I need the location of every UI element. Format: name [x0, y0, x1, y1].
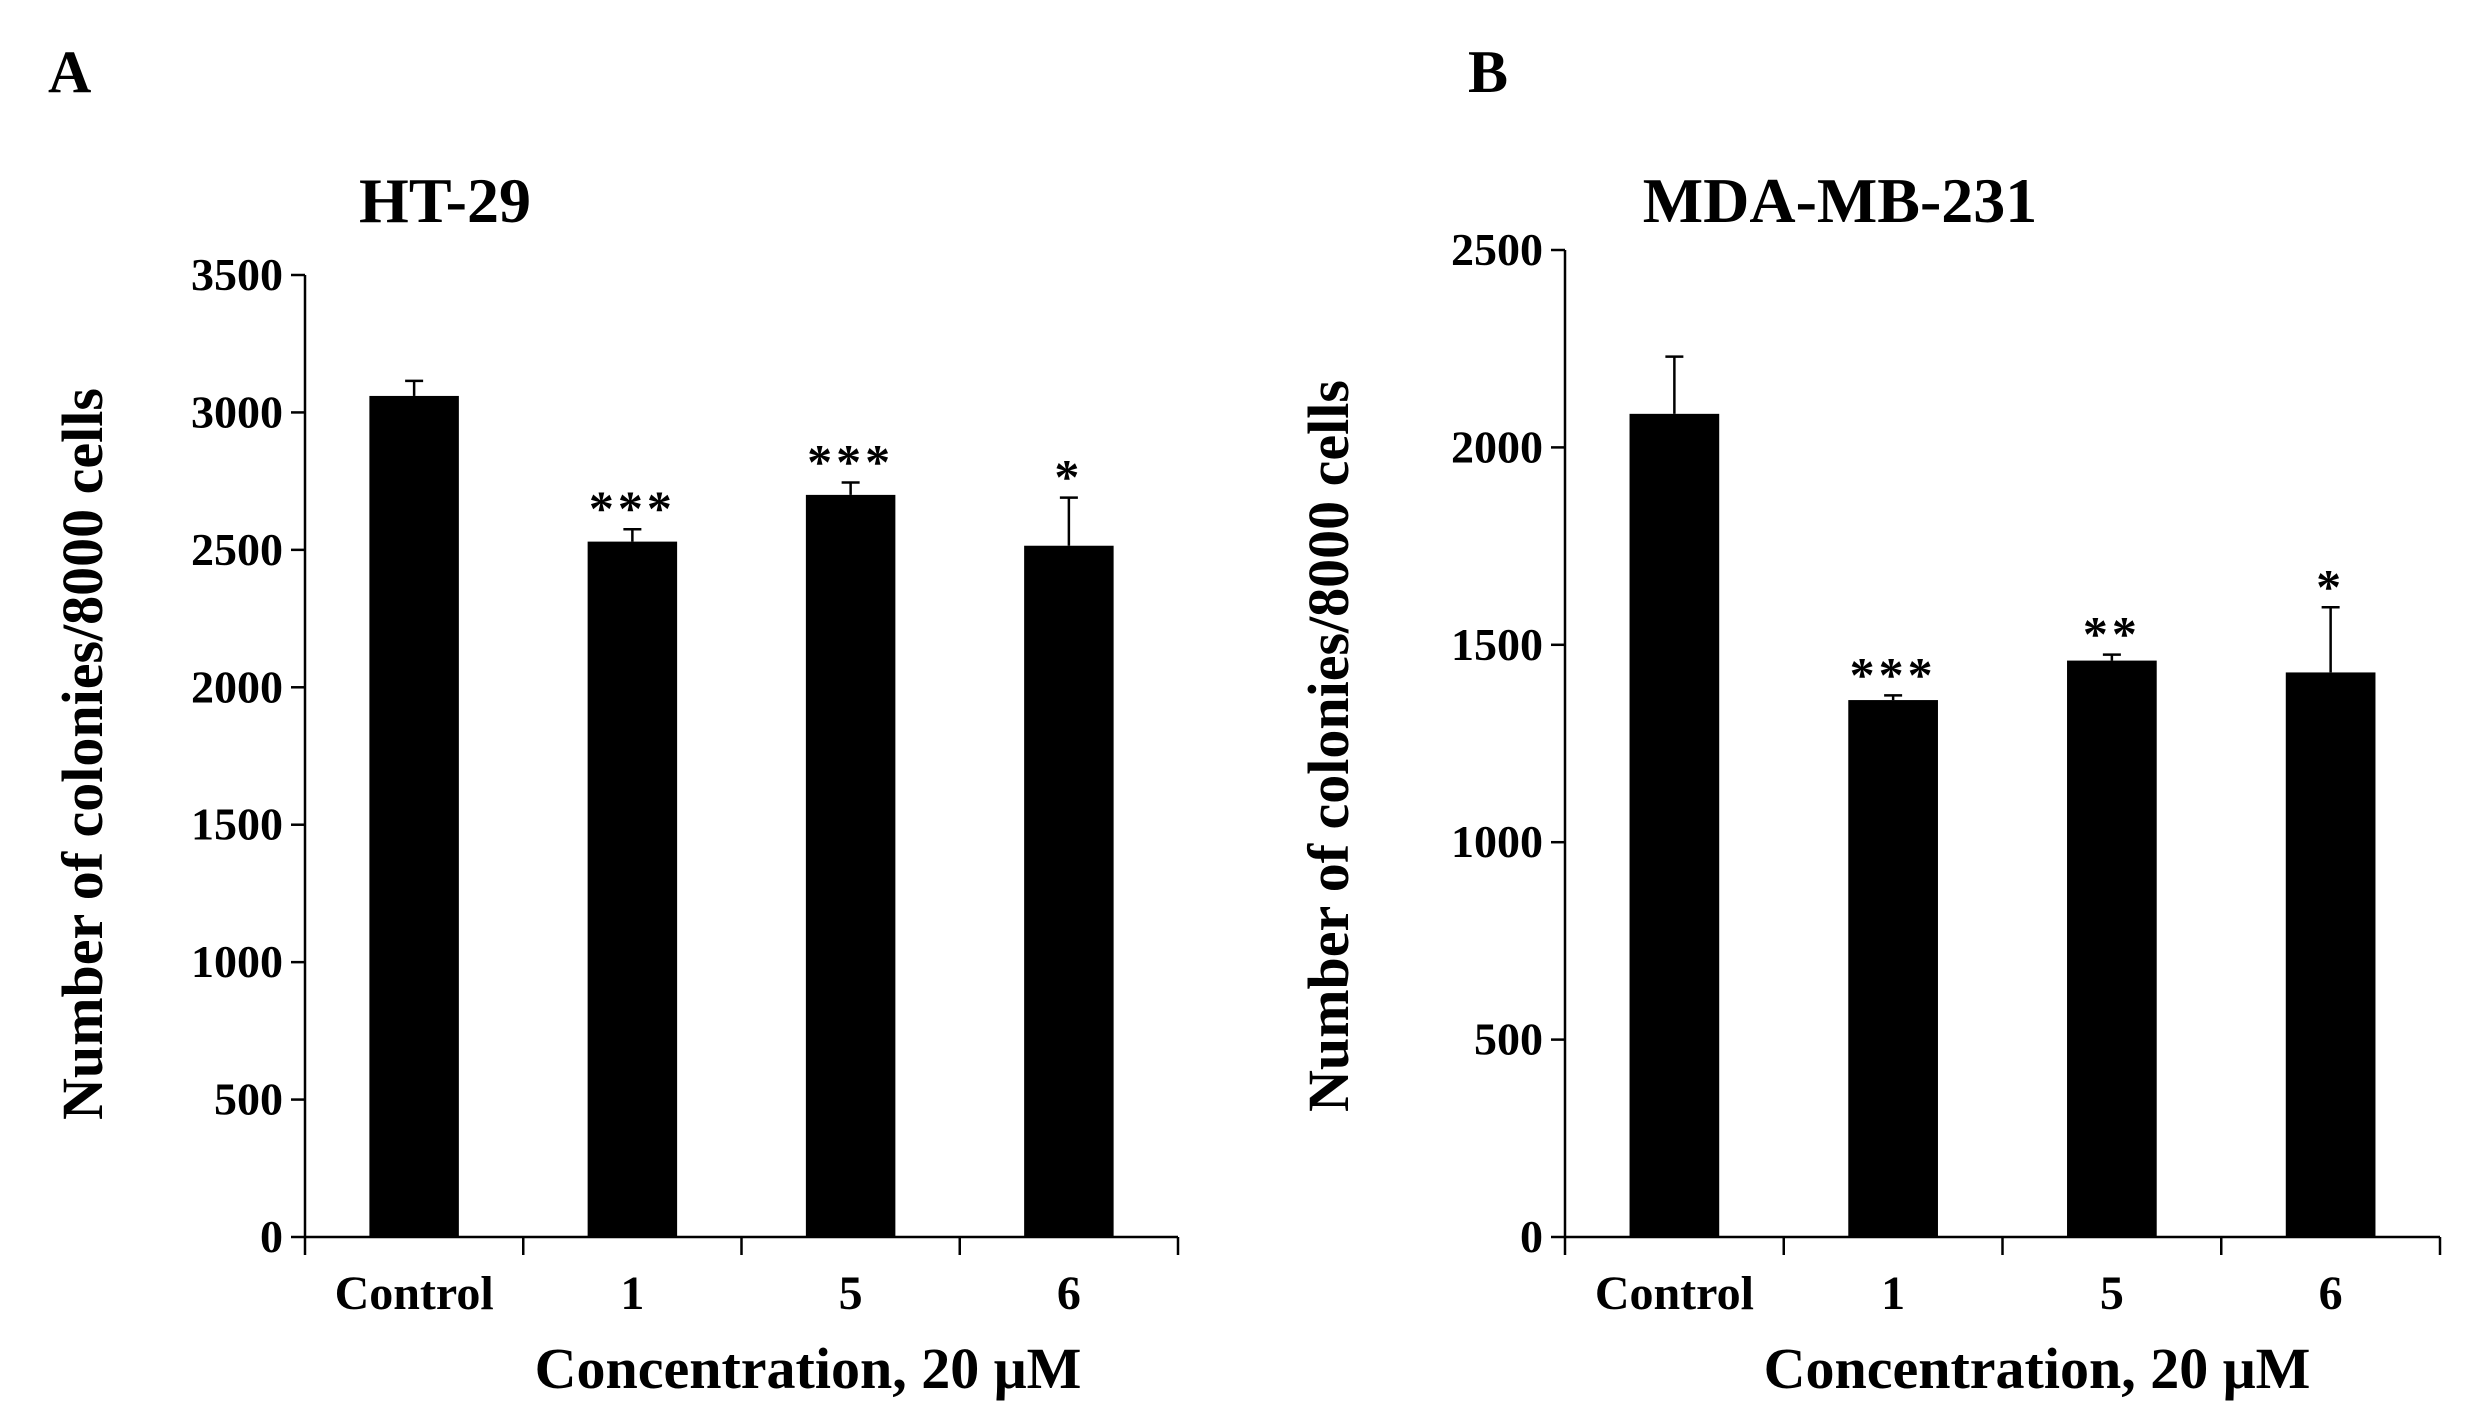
x-tick-label: 6 — [1057, 1267, 1081, 1320]
bar — [1024, 545, 1114, 1237]
y-tick-label: 1000 — [1451, 816, 1543, 867]
panel-letter: A — [48, 39, 91, 105]
y-axis-title: Number of colonies/8000 cells — [1296, 380, 1361, 1112]
y-tick-label: 2000 — [1451, 421, 1543, 472]
x-tick-label: Control — [1595, 1267, 1754, 1320]
bar — [1629, 413, 1720, 1237]
significance-label: ** — [2083, 606, 2141, 662]
x-tick-label: 5 — [839, 1267, 863, 1320]
x-tick-label: Control — [335, 1267, 494, 1320]
significance-label: *** — [1850, 646, 1937, 702]
bar — [369, 395, 459, 1237]
y-tick-label: 2500 — [191, 524, 283, 575]
y-axis-title: Number of colonies/8000 cells — [50, 388, 115, 1120]
y-tick-label: 1500 — [1451, 619, 1543, 670]
bar — [1848, 700, 1938, 1237]
significance-label: *** — [589, 480, 676, 536]
panel-letter: B — [1468, 39, 1508, 105]
y-tick-label: 1000 — [191, 936, 283, 987]
y-tick-label: 0 — [1520, 1211, 1543, 1262]
y-tick-label: 2500 — [1451, 224, 1543, 275]
chart-title: MDA-MB-231 — [1643, 165, 2038, 236]
x-tick-label: 6 — [2319, 1267, 2343, 1320]
y-tick-label: 1500 — [191, 799, 283, 850]
x-axis-title: Concentration, 20 μM — [1764, 1336, 2311, 1401]
chart-title: HT-29 — [359, 165, 531, 236]
x-tick-label: 1 — [620, 1267, 644, 1320]
plot-area: 0 500 1000 1500 2000 2500 3000 3500 Control 1 *** 5… — [191, 249, 1180, 1320]
y-tick-label: 500 — [1474, 1014, 1543, 1065]
x-tick-label: 5 — [2100, 1267, 2124, 1320]
y-tick-label: 3000 — [191, 386, 283, 437]
bar — [2285, 672, 2376, 1237]
y-tick-label: 2000 — [191, 661, 283, 712]
significance-label: * — [2316, 558, 2345, 614]
y-tick-label: 3500 — [191, 249, 283, 300]
y-tick-label: 500 — [214, 1074, 283, 1125]
plot-area: 0 500 1000 1500 2000 2500 Control 1 *** 5 ** 6 * — [1451, 224, 2442, 1320]
panel-a: A HT-29 Number of colonies/8000 cells Co… — [48, 39, 1180, 1401]
bar — [2067, 660, 2157, 1237]
significance-label: *** — [807, 434, 894, 490]
x-axis-title: Concentration, 20 μM — [535, 1336, 1082, 1401]
x-tick-label: 1 — [1881, 1267, 1905, 1320]
bar — [587, 541, 678, 1237]
y-tick-label: 0 — [260, 1211, 283, 1262]
panel-b: B MDA-MB-231 Number of colonies/8000 cel… — [1296, 39, 2442, 1401]
significance-label: * — [1054, 449, 1083, 505]
bar — [805, 494, 896, 1237]
